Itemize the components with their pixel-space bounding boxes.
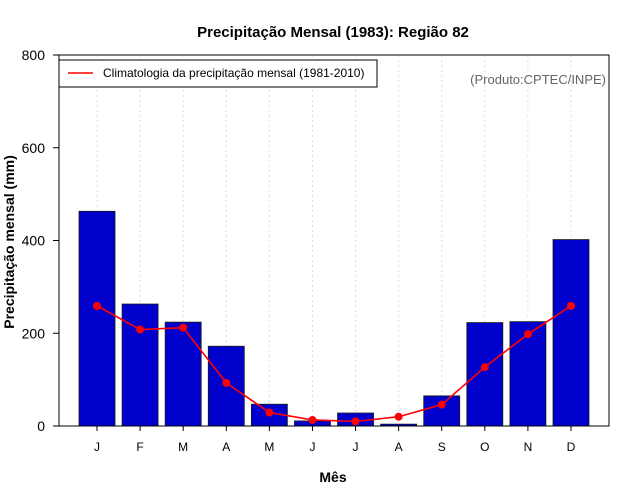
bar-11 <box>552 239 590 427</box>
climatology-point-9 <box>480 363 489 372</box>
y-tick-label-0: 0 <box>37 418 45 434</box>
legend-entry-climatology: Climatologia da precipitação mensal (198… <box>103 66 364 80</box>
y-axis: 0 200 400 600 800 <box>22 47 59 434</box>
climatology-point-0 <box>93 301 101 310</box>
bar-2 <box>164 321 202 427</box>
y-axis-label: Precipitação mensal (mm) <box>1 155 17 329</box>
climatology-polyline <box>96 305 572 423</box>
x-tick-label-5: J <box>309 440 315 454</box>
y-tick-label-3: 600 <box>22 140 46 156</box>
climatology-point-1 <box>136 325 145 334</box>
climatology-point-6 <box>351 417 360 426</box>
bars <box>78 210 590 427</box>
x-tick-label-2: M <box>178 440 188 454</box>
y-tick-label-2: 400 <box>22 233 46 249</box>
x-tick-label-8: S <box>438 440 446 454</box>
x-tick-label-11: D <box>567 440 576 454</box>
x-tick-label-0: J <box>94 440 100 454</box>
climatology-point-5 <box>308 415 317 424</box>
y-tick-label-4: 800 <box>22 47 46 63</box>
bar-9 <box>466 322 504 427</box>
climatology-point-11 <box>567 301 575 310</box>
climatology-line <box>93 301 575 426</box>
climatology-point-7 <box>394 412 403 421</box>
bar-8 <box>423 395 461 427</box>
x-tick-label-6: J <box>353 440 359 454</box>
chart-title: Precipitação Mensal (1983): Região 82 <box>197 24 469 41</box>
bar-1 <box>121 303 159 427</box>
x-tick-label-10: N <box>524 440 533 454</box>
climatology-point-4 <box>265 408 274 417</box>
source-annotation: (Produto:CPTEC/INPE) <box>470 72 606 87</box>
climatology-point-8 <box>437 400 446 409</box>
x-tick-label-1: F <box>136 440 143 454</box>
climatology-point-2 <box>179 323 188 332</box>
climatology-point-10 <box>523 330 532 339</box>
legend: Climatologia da precipitação mensal (198… <box>58 59 378 88</box>
climatology-point-3 <box>222 378 231 387</box>
y-tick-label-1: 200 <box>22 325 46 341</box>
x-tick-label-7: A <box>395 440 403 454</box>
gridlines <box>96 55 572 426</box>
x-tick-label-3: A <box>222 440 230 454</box>
x-axis-label: Mês <box>319 469 346 485</box>
x-tick-label-9: O <box>480 440 489 454</box>
x-tick-label-4: M <box>264 440 274 454</box>
legend-box <box>58 59 378 88</box>
bar-0 <box>78 210 116 427</box>
